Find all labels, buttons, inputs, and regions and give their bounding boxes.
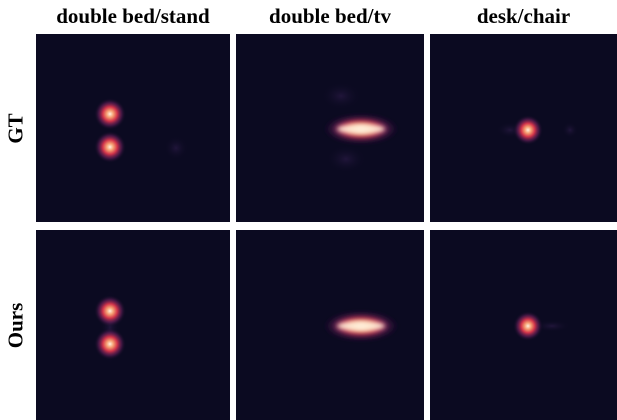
heatmap-gt-double-bed-tv-plot	[321, 82, 399, 173]
hotspot-2	[94, 131, 126, 163]
hotspot-1	[94, 98, 126, 130]
heatmap-ours-desk-chair-plot	[513, 311, 570, 341]
heatmap-ours-desk-chair	[430, 230, 617, 420]
heatmap-gt-double-bed-stand	[36, 34, 230, 222]
hotspot-1	[513, 115, 543, 145]
hotspot-core	[337, 124, 385, 134]
heatmap-ours-double-bed-tv	[236, 230, 424, 420]
row-label-ours-text: Ours	[3, 302, 28, 348]
heatmap-ours-double-bed-stand-plot	[94, 287, 126, 367]
hotspot-1	[94, 295, 126, 327]
column-title-desk-chair: desk/chair	[476, 4, 571, 28]
hotspot-1	[513, 311, 543, 341]
heatmap-gt-desk-chair	[430, 34, 617, 222]
hotspot-core	[337, 321, 385, 331]
heatmap-gt-double-bed-tv	[236, 34, 424, 222]
column-title-double-bed-stand: double bed/stand	[56, 4, 210, 28]
heatmap-gt-double-bed-stand-plot	[94, 98, 188, 163]
column-title-double-bed-tv: double bed/tv	[269, 4, 391, 28]
heatmap-gt-desk-chair-plot	[496, 115, 578, 145]
row-label-gt-text: GT	[3, 112, 28, 144]
row-label-ours: Ours	[0, 230, 32, 420]
heatmap-ours-double-bed-tv-plot	[323, 311, 399, 341]
heatmap-ours-double-bed-stand	[36, 230, 230, 420]
row-label-gt: GT	[0, 34, 32, 222]
hotspot-2	[94, 328, 126, 360]
